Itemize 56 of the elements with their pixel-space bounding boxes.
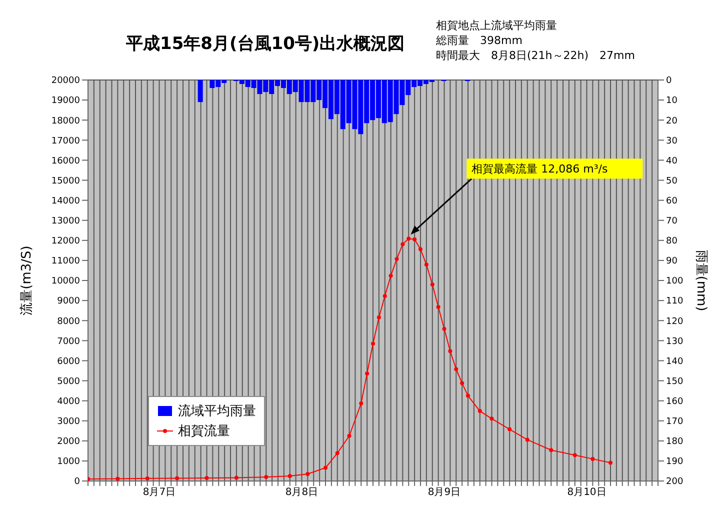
y-tick-label: 8000 <box>57 316 80 327</box>
y2-tick-label: 140 <box>666 356 684 367</box>
y-tick-label: 3000 <box>57 417 80 428</box>
y2-tick-label: 120 <box>666 316 684 327</box>
text: 時間最大 8月8日(21h～22h) 27mm <box>436 48 635 63</box>
y2-tick-label: 10 <box>666 96 678 106</box>
y-tick-label: 6000 <box>57 356 80 367</box>
y-tick-label: 19000 <box>51 96 80 106</box>
y2-tick-label: 20 <box>666 116 678 126</box>
y-tick-label: 2000 <box>57 437 80 448</box>
legend-label: 相賀流量 <box>178 423 230 440</box>
y-tick-label: 9000 <box>57 296 80 307</box>
y-tick-label: 17000 <box>51 136 80 146</box>
y2-tick-label: 110 <box>666 296 684 307</box>
y-tick-label: 13000 <box>51 216 80 227</box>
y-tick-label: 11000 <box>51 256 80 267</box>
y-tick-label: 10000 <box>51 276 80 287</box>
y-tick-label: 12000 <box>51 236 80 247</box>
x-tick-label: 8月7日 <box>142 487 176 498</box>
y2-tick-label: 0 <box>666 76 672 86</box>
y-tick-label: 5000 <box>57 376 80 387</box>
y2-tick-label: 100 <box>666 276 684 287</box>
y-axis-title: 流量(m3/S) <box>18 246 35 316</box>
y-tick-label: 18000 <box>51 116 80 126</box>
x-tick-label: 8月10日 <box>567 487 606 498</box>
y-tick-label: 16000 <box>51 156 80 166</box>
y-tick-label: 1000 <box>57 457 80 468</box>
legend-label: 流域平均雨量 <box>178 403 256 420</box>
y-tick-label: 14000 <box>51 196 80 206</box>
y-tick-label: 0 <box>74 477 80 488</box>
y-tick-label: 15000 <box>51 176 80 186</box>
y2-axis-title: 雨量(mm) <box>693 250 708 312</box>
y2-tick-label: 30 <box>666 136 678 146</box>
y2-tick-label: 60 <box>666 196 678 206</box>
y2-tick-label: 150 <box>666 376 684 387</box>
text: 総雨量 398mm <box>436 33 524 48</box>
x-tick-label: 8月9日 <box>428 487 461 498</box>
text: 相賀地点上流域平均雨量 <box>436 18 558 33</box>
chart-title: 平成15年8月(台風10号)出水概況図 <box>126 33 405 55</box>
y2-tick-label: 180 <box>666 437 684 448</box>
y-tick-label: 7000 <box>57 336 80 347</box>
y2-tick-label: 130 <box>666 336 684 347</box>
y2-tick-label: 200 <box>666 477 684 488</box>
x-tick-label: 8月8日 <box>285 487 318 498</box>
y2-tick-label: 70 <box>666 216 678 227</box>
y2-tick-label: 80 <box>666 236 678 247</box>
y2-tick-label: 190 <box>666 457 684 468</box>
annotation: 相賀最高流量 12,086 m³/s <box>472 162 608 176</box>
y2-tick-label: 160 <box>666 396 684 407</box>
y2-tick-label: 40 <box>666 156 678 166</box>
y2-tick-label: 50 <box>666 176 678 186</box>
y-tick-label: 20000 <box>51 76 80 86</box>
callout-box: 相賀最高流量 12,086 m³/s <box>466 158 643 179</box>
y2-tick-label: 170 <box>666 417 684 428</box>
y2-tick-label: 90 <box>666 256 678 267</box>
y-tick-label: 4000 <box>57 396 80 407</box>
